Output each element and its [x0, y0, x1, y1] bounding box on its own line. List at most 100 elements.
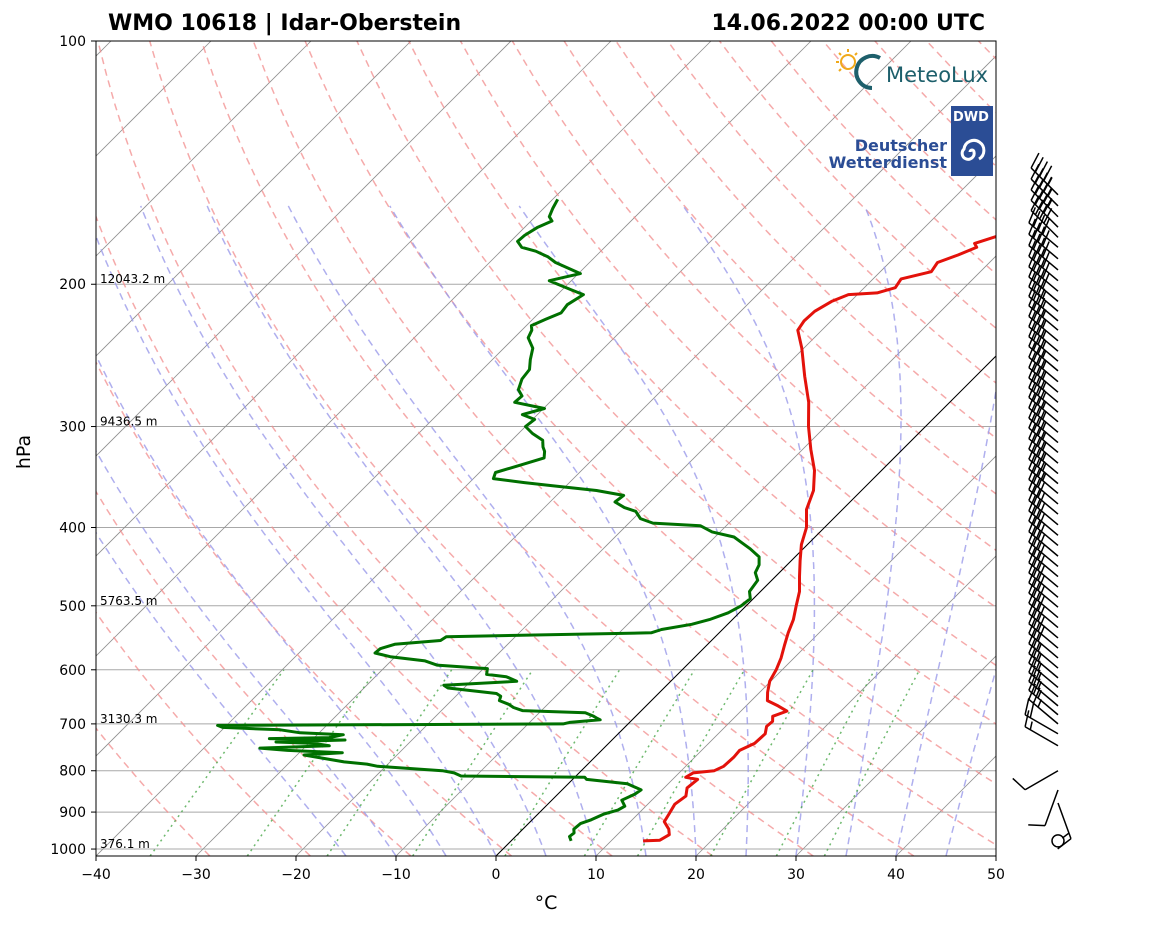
- moist-adiabat: [206, 205, 597, 856]
- dry-adiabat: [667, 41, 996, 384]
- wind-barb: [1028, 463, 1059, 505]
- wind-barb: [1028, 229, 1059, 271]
- wind-barb: [1028, 637, 1059, 679]
- wind-barb: [1028, 607, 1059, 649]
- wind-barb: [1028, 218, 1059, 260]
- wind-barb: [1028, 587, 1059, 629]
- station-title: WMO 10618 | Idar-Oberstein: [108, 11, 461, 36]
- mixing-ratio-line: [823, 669, 921, 856]
- wind-barb: [1028, 656, 1059, 698]
- wind-barb: [1028, 453, 1059, 495]
- wind-barb: [1028, 546, 1059, 588]
- wind-barb: [1028, 433, 1059, 475]
- y-tick-label: 800: [59, 764, 86, 780]
- x-tick-label: 50: [987, 867, 1005, 883]
- temperature-line: [643, 234, 996, 843]
- dry-adiabat: [511, 41, 996, 552]
- mixing-ratio-line: [636, 669, 746, 856]
- dry-adiabat: [304, 41, 996, 785]
- wind-barb: [1028, 290, 1059, 331]
- moist-adiabat: [845, 205, 902, 856]
- meteolux-name: MeteoLux: [886, 63, 988, 87]
- dry-adiabat: [977, 41, 996, 60]
- wind-barb: [1028, 261, 1059, 302]
- y-tick-label: 700: [59, 717, 86, 733]
- x-tick-label: −30: [181, 867, 211, 883]
- isotherm: [96, 41, 812, 757]
- moist-adiabat: [682, 205, 816, 856]
- x-tick-label: −20: [281, 867, 311, 883]
- wind-barb: [1028, 207, 1059, 248]
- wind-barb: [1028, 422, 1059, 464]
- mixing-ratio-line: [149, 669, 285, 856]
- wind-barb: [1028, 330, 1059, 372]
- y-tick-label: 400: [59, 520, 86, 536]
- zero-degree-isotherm: [495, 355, 996, 856]
- moist-adiabat: [389, 205, 697, 856]
- wind-barb: [1028, 251, 1059, 292]
- datetime-title: 14.06.2022 00:00 UTC: [711, 11, 985, 36]
- wind-barb: [1028, 240, 1059, 282]
- wind-barb: [1028, 557, 1059, 598]
- y-tick-label: 900: [59, 805, 86, 821]
- x-tick-label: 20: [687, 867, 705, 883]
- wind-barb: [1024, 710, 1059, 747]
- wind-barb: [1012, 770, 1059, 791]
- wind-barb: [1024, 698, 1059, 735]
- wind-barb: [1028, 320, 1059, 362]
- isotherm: [96, 41, 712, 657]
- wind-barb: [1028, 674, 1059, 716]
- dry-adiabat: [1030, 41, 1160, 856]
- wind-barb: [1028, 526, 1059, 568]
- wind-barb: [1028, 567, 1059, 608]
- x-tick-label: 30: [787, 867, 805, 883]
- wind-barb: [1028, 310, 1059, 352]
- wind-barb: [1028, 412, 1059, 454]
- isotherm: [96, 41, 312, 257]
- moist-adiabat: [140, 205, 547, 856]
- dry-adiabat: [96, 611, 311, 856]
- moist-adiabat: [96, 531, 347, 856]
- wind-barb: [1028, 536, 1059, 578]
- isotherm: [96, 41, 512, 457]
- y-axis-label: hPa: [13, 435, 35, 469]
- dwd-abbreviation: DWD: [953, 110, 989, 125]
- y-tick-label: 100: [59, 34, 86, 50]
- wind-barb: [1028, 597, 1059, 639]
- mixing-ratio-line: [710, 669, 814, 856]
- wind-barb: [1028, 443, 1059, 485]
- y-tick-label: 300: [59, 420, 86, 436]
- y-tick-label: 1000: [50, 842, 86, 858]
- wind-barb: [1028, 505, 1059, 547]
- isotherm: [96, 41, 912, 856]
- y-tick-label: 600: [59, 663, 86, 679]
- dewpoint-line: [216, 198, 761, 842]
- plot-frame: [95, 40, 997, 857]
- height-label: 5763.5 m: [100, 594, 158, 608]
- wind-barb: [1051, 834, 1065, 848]
- wind-barb: [1028, 665, 1059, 707]
- x-axis-label: °C: [535, 892, 558, 914]
- dwd-logo: DWD Deutscher Wetterdienst: [829, 106, 993, 176]
- logos: MeteoLux DWD Deutscher Wetterdienst: [829, 49, 993, 176]
- mixing-ratio-line: [326, 669, 453, 856]
- wind-barb: [1028, 627, 1059, 669]
- profile-lines: [216, 198, 996, 843]
- wind-barb: [1028, 280, 1059, 322]
- wind-barb: [1028, 484, 1059, 526]
- sun-icon: [836, 49, 858, 72]
- isotherm: [695, 555, 996, 856]
- dry-adiabat: [615, 41, 996, 440]
- isotherm: [995, 855, 996, 856]
- isotherm: [395, 255, 996, 856]
- spiral-icon: [960, 138, 986, 161]
- height-label: 9436.5 m: [100, 415, 158, 429]
- meteolux-logo: MeteoLux: [836, 49, 988, 90]
- dry-adiabat: [96, 727, 211, 856]
- x-axis: −40 −30 −20 −10 0 10 20 30 40 50: [81, 856, 1005, 883]
- wind-barb: [1028, 381, 1059, 423]
- moist-adiabat: [96, 449, 397, 856]
- height-label: 12043.2 m: [100, 272, 165, 286]
- y-tick-label: 500: [59, 599, 86, 615]
